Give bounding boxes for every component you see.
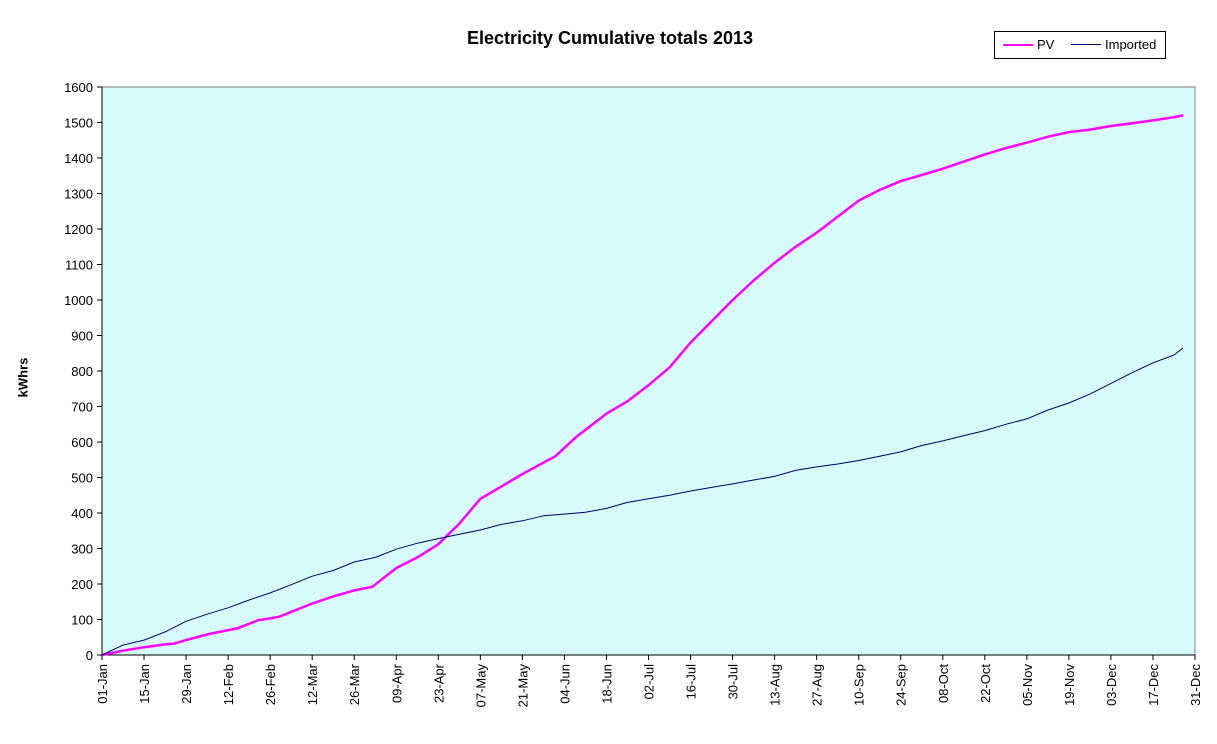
y-tick-label: 800 — [71, 364, 93, 379]
chart-title: Electricity Cumulative totals 2013 — [466, 28, 754, 48]
y-tick-label: 900 — [71, 329, 93, 344]
x-tick-label: 26-Mar — [347, 663, 362, 705]
y-tick-label: 600 — [71, 435, 93, 450]
x-tick-label: 02-Jul — [642, 664, 657, 700]
y-tick-label: 300 — [71, 542, 93, 557]
legend-item-pv: PV — [1003, 37, 1054, 52]
x-tick-label: 17-Dec — [1146, 664, 1161, 706]
x-tick-label: 30-Jul — [726, 664, 741, 700]
y-tick-label: 1200 — [64, 222, 93, 237]
x-tick-label: 18-Jun — [599, 664, 614, 704]
x-tick-label: 31-Dec — [1188, 664, 1203, 706]
x-tick-label: 27-Aug — [810, 664, 825, 706]
y-tick-label: 200 — [71, 577, 93, 592]
y-tick-label: 1600 — [64, 80, 93, 95]
x-tick-label: 21-May — [515, 664, 530, 708]
x-tick-label: 19-Nov — [1062, 664, 1077, 706]
series-line-pv — [101, 114, 1184, 657]
plot-area — [101, 86, 1196, 656]
x-tick-label: 03-Dec — [1104, 664, 1119, 706]
y-tick-label: 1500 — [64, 116, 93, 131]
x-tick-label: 24-Sep — [894, 664, 909, 706]
x-tick-label: 01-Jan — [95, 664, 110, 704]
x-tick-label: 13-Aug — [768, 664, 783, 706]
x-tick-label: 23-Apr — [431, 663, 446, 703]
y-tick-label: 1100 — [65, 258, 93, 273]
x-tick-label: 22-Oct — [978, 664, 993, 703]
legend-swatch-pv — [1003, 43, 1033, 46]
y-tick-label: 1000 — [64, 293, 93, 308]
y-tick-label: 1400 — [64, 151, 93, 166]
x-tick-label: 12-Mar — [305, 663, 320, 705]
x-tick-label: 08-Oct — [936, 664, 951, 703]
y-tick-label: 0 — [86, 648, 93, 663]
y-tick-label: 100 — [71, 613, 93, 628]
legend-item-imported: Imported — [1071, 37, 1156, 52]
y-tick-label: 400 — [71, 506, 93, 521]
x-tick-label: 09-Apr — [389, 663, 404, 703]
x-tick-label: 04-Jun — [557, 664, 572, 704]
legend-swatch-imported — [1071, 44, 1101, 45]
x-tick-label: 12-Feb — [221, 664, 236, 705]
legend: PV Imported — [994, 31, 1166, 59]
x-tick-label: 29-Jan — [179, 664, 194, 704]
legend-label-imported: Imported — [1105, 37, 1157, 52]
x-tick-label: 15-Jan — [137, 664, 152, 704]
legend-label-pv: PV — [1037, 37, 1055, 52]
x-tick-label: 05-Nov — [1020, 664, 1035, 706]
x-tick-label: 26-Feb — [263, 664, 278, 705]
series-line-imported — [101, 347, 1184, 656]
y-tick-label: 500 — [71, 471, 93, 486]
x-tick-label: 07-May — [473, 664, 488, 708]
x-tick-label: 16-Jul — [684, 664, 699, 700]
y-tick-label: 1300 — [64, 187, 93, 202]
x-tick-label: 10-Sep — [852, 664, 867, 706]
y-tick-label: 700 — [71, 400, 93, 415]
